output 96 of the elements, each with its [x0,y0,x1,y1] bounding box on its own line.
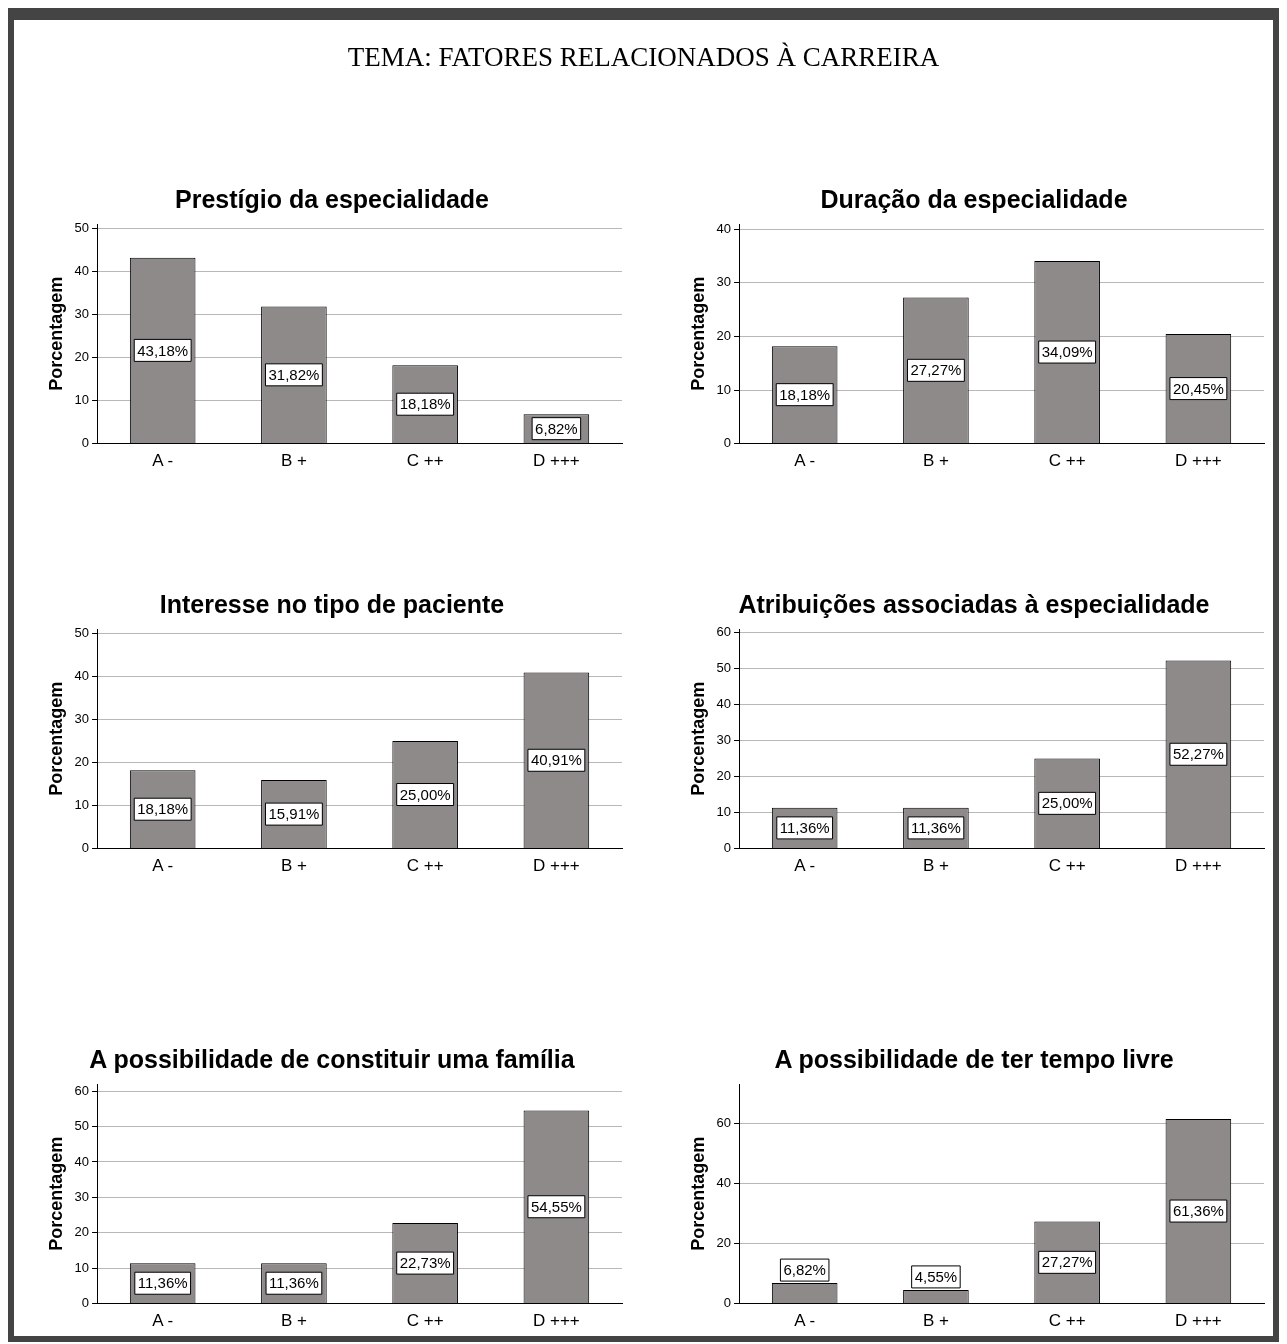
y-tick-label: 10 [74,392,90,408]
chart-title: Interesse no tipo de paciente [159,589,505,618]
data-label: 20,45% [1172,379,1224,397]
chart-title: Atribuições associadas à especialidade [738,589,1210,618]
data-label: 18,18% [779,385,831,403]
x-tick-label: D +++ [532,856,580,876]
y-tick-label: 30 [74,711,90,726]
x-tick-label: D +++ [1174,856,1222,876]
data-label: 11,36% [137,1274,188,1292]
y-tick-label: 10 [74,1259,90,1275]
x-tick-label: B + [922,1311,949,1331]
y-tick-label: 0 [723,1295,732,1311]
y-tick-label: 40 [716,220,732,236]
data-label: 4,55% [914,1268,958,1286]
data-label: 11,36% [269,1274,319,1292]
data-label: 25,00% [399,785,451,803]
y-tick-label: 50 [716,660,732,676]
y-tick-label: 50 [74,219,90,235]
x-tick-label: A - [794,856,816,876]
y-axis-title: Porcentagem [45,681,66,796]
y-tick-label: 40 [716,696,732,712]
x-tick-label: A - [794,451,816,471]
x-tick-label: D +++ [532,1311,580,1331]
data-label: 18,18% [399,395,451,413]
y-tick-label: 40 [74,262,90,278]
data-label: 6,82% [783,1261,826,1279]
data-label: 6,82% [535,419,578,437]
y-axis-title: Porcentagem [687,276,708,391]
x-tick-label: D +++ [532,451,580,471]
x-tick-label: B + [280,1311,307,1331]
x-tick-label: B + [922,856,949,876]
x-tick-label: D +++ [1174,451,1222,471]
data-label: 15,91% [268,805,320,823]
y-tick-label: 40 [716,1174,732,1190]
y-tick-label: 50 [74,624,90,640]
y-tick-label: 0 [723,435,732,451]
data-label: 31,82% [268,365,320,383]
y-tick-label: 30 [716,732,732,748]
data-label: 61,36% [1172,1202,1224,1220]
x-tick-label: A - [152,1311,174,1331]
y-tick-label: 30 [716,274,732,290]
chart-title: A possibilidade de constituir uma família [89,1044,576,1073]
y-tick-label: 10 [716,804,732,820]
data-label: 34,09% [1041,343,1093,361]
y-tick-label: 0 [81,840,90,856]
y-tick-label: 40 [74,1153,90,1169]
x-tick-label: B + [280,451,307,471]
y-tick-label: 20 [716,328,732,344]
x-tick-label: D +++ [1174,1311,1222,1331]
x-tick-label: C ++ [1048,451,1086,471]
x-tick-label: C ++ [1048,1311,1086,1331]
x-tick-label: C ++ [406,856,444,876]
x-tick-label: C ++ [406,1311,444,1331]
x-tick-label: A - [152,856,174,876]
y-axis-title: Porcentagem [45,1136,66,1251]
x-tick-label: A - [152,451,174,471]
y-tick-label: 10 [74,797,90,813]
y-axis-title: Porcentagem [687,681,708,796]
y-tick-label: 20 [74,349,90,365]
y-tick-label: 20 [74,754,90,770]
text: TEMA: FATORES RELACIONADOS À CARREIRA [346,42,941,73]
data-label: 40,91% [530,751,582,769]
y-tick-label: 50 [74,1118,90,1134]
y-tick-label: 40 [74,667,90,683]
data-label: 54,55% [530,1197,582,1215]
data-label: 27,27% [1041,1253,1093,1271]
chart-title: Duração da especialidade [820,184,1128,213]
data-label: 25,00% [1041,794,1093,812]
data-label: 11,36% [911,819,961,837]
data-label: 52,27% [1172,745,1224,763]
y-tick-label: 0 [723,840,732,856]
x-tick-label: C ++ [406,451,444,471]
x-tick-label: B + [922,451,949,471]
y-tick-label: 0 [81,1295,90,1311]
x-tick-label: B + [280,856,307,876]
data-label: 43,18% [137,341,189,359]
data-label: 11,36% [779,819,830,837]
chart-title: Prestígio da especialidade [174,184,490,213]
data-label: 18,18% [137,800,189,818]
data-label: 22,73% [399,1254,451,1272]
y-tick-label: 20 [716,1235,732,1251]
data-label: 27,27% [910,361,962,379]
y-tick-label: 30 [74,1188,90,1204]
y-tick-label: 60 [716,624,732,640]
y-tick-label: 60 [74,1082,90,1098]
chart-title: A possibilidade de ter tempo livre [774,1044,1174,1073]
y-tick-label: 30 [74,306,90,321]
x-tick-label: A - [794,1311,816,1331]
y-axis-title: Porcentagem [687,1136,708,1251]
y-tick-label: 0 [81,435,90,451]
y-tick-label: 10 [716,381,732,397]
y-tick-label: 20 [74,1224,90,1240]
y-tick-label: 20 [716,768,732,784]
x-tick-label: C ++ [1048,856,1086,876]
y-axis-title: Porcentagem [45,276,66,391]
y-tick-label: 60 [716,1114,732,1130]
